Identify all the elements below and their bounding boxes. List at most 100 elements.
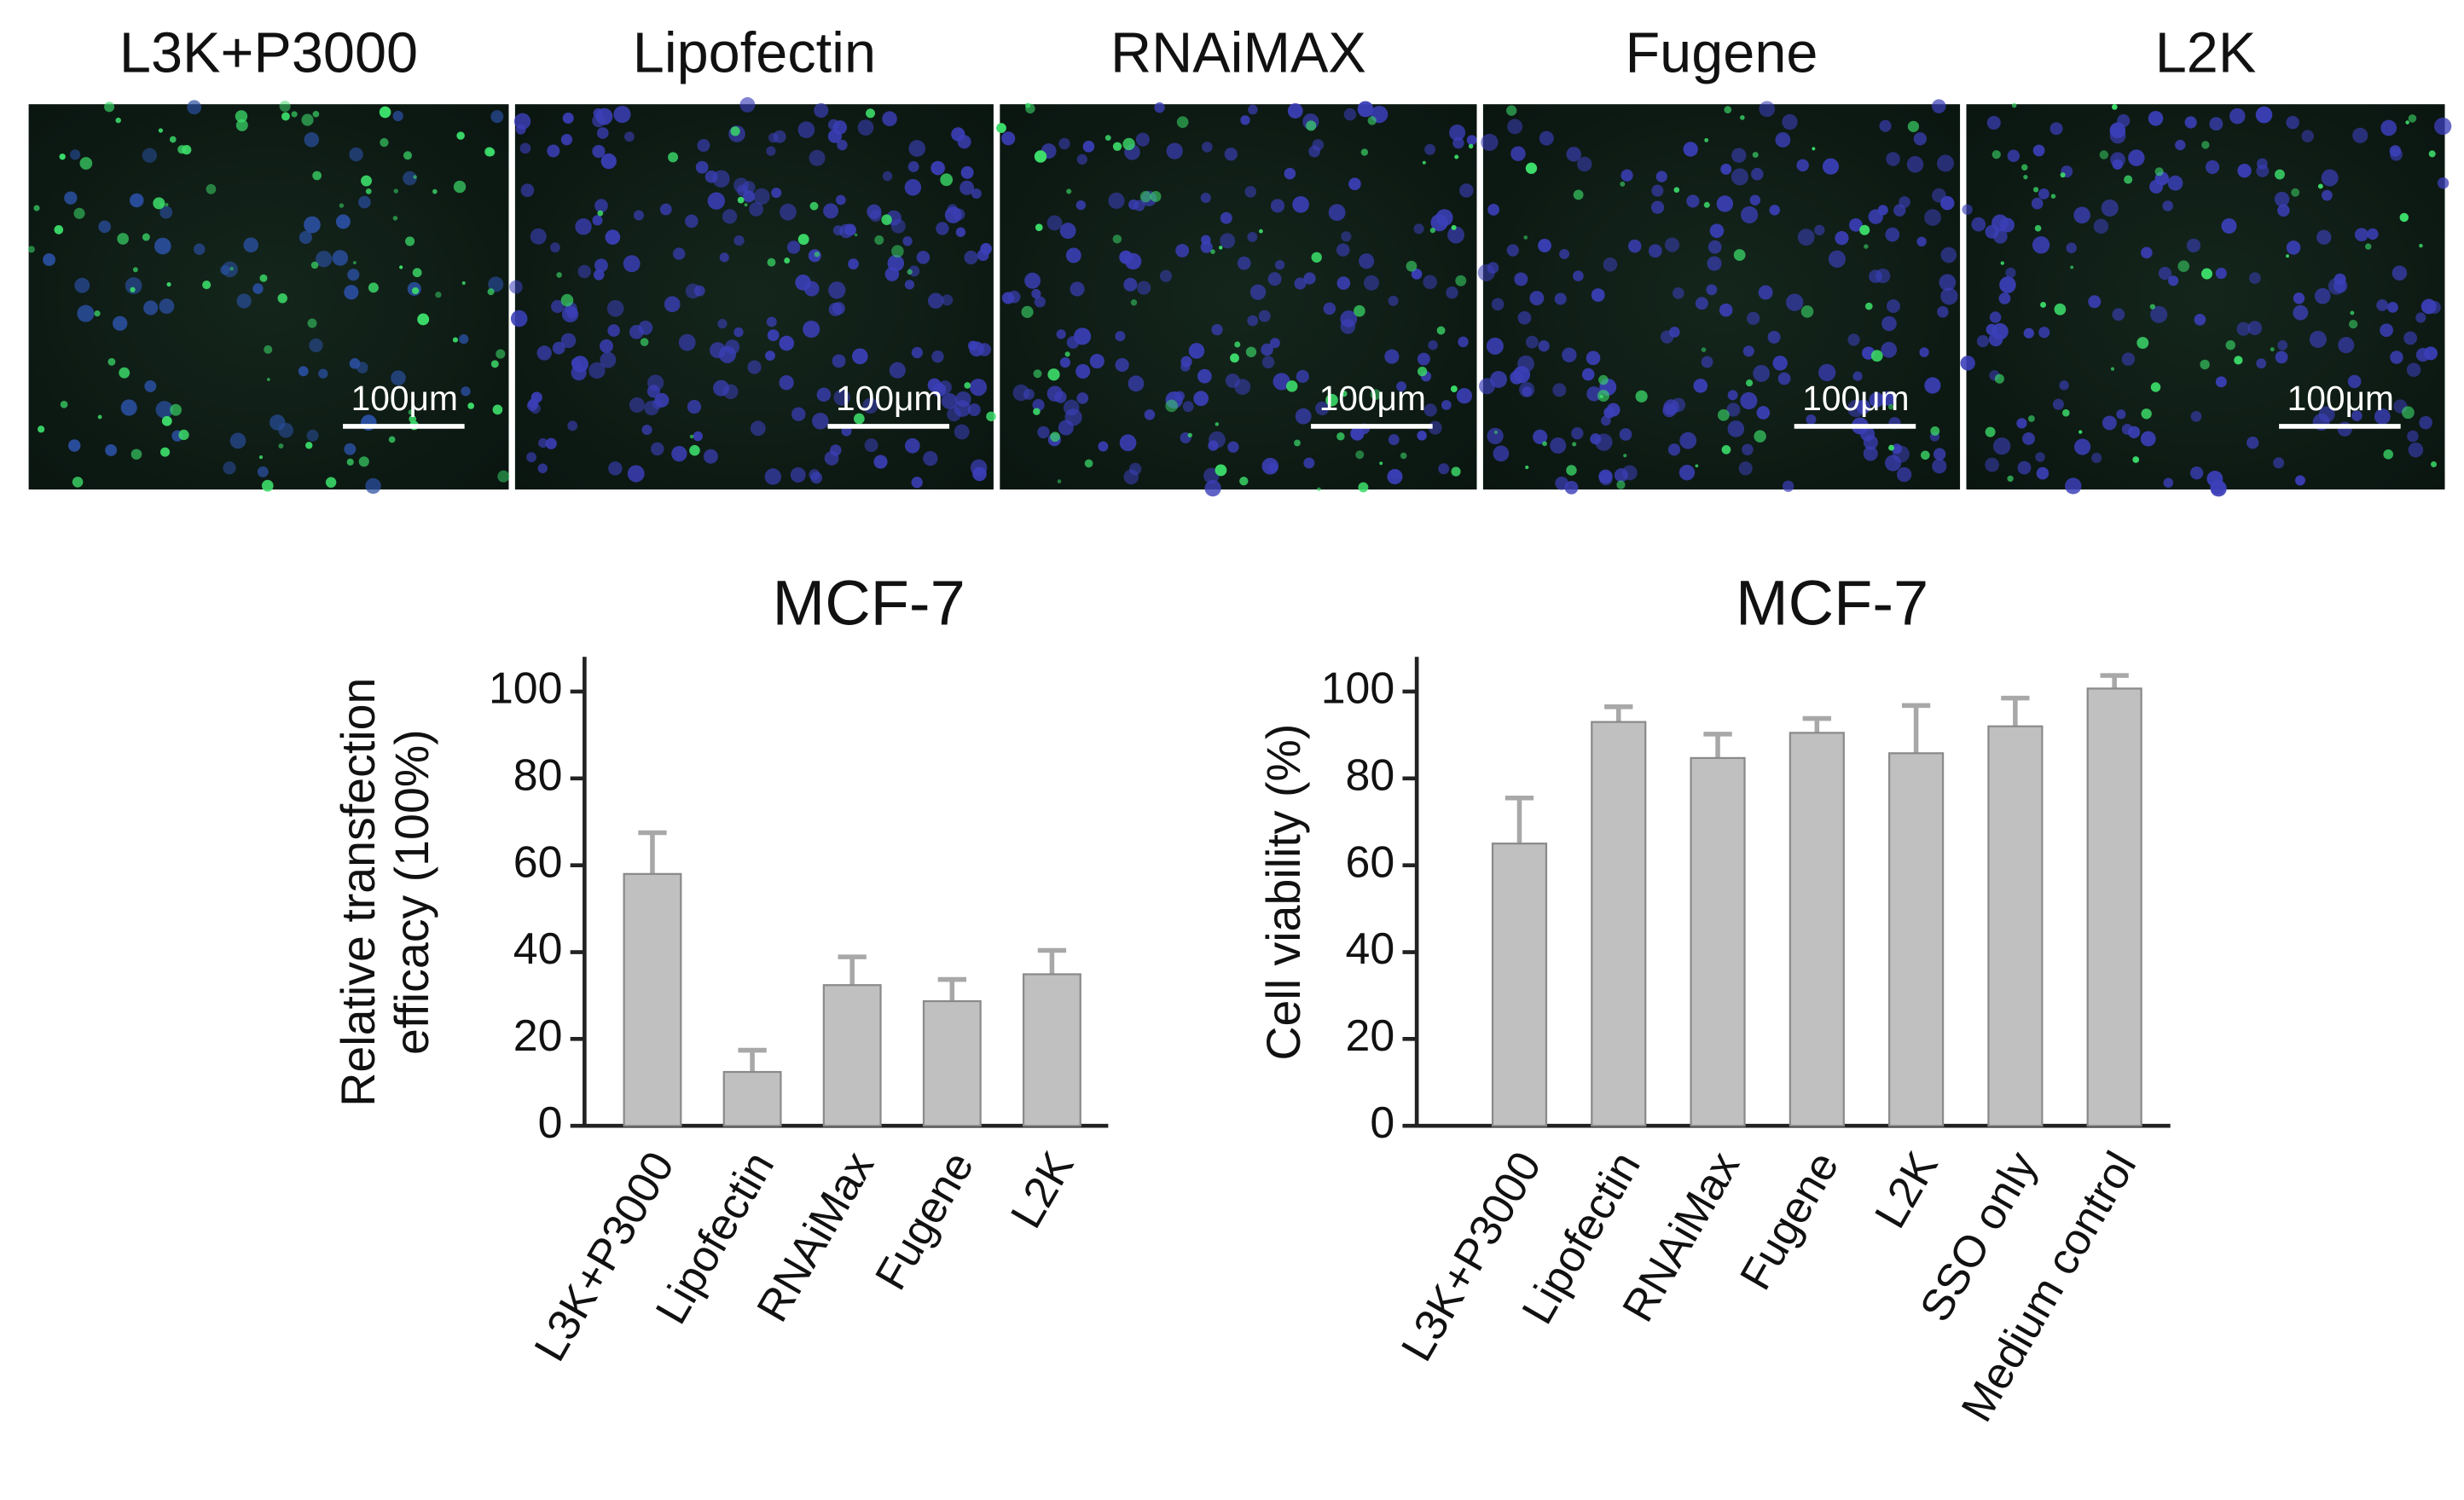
fluorescent-spot (467, 403, 474, 409)
nucleus (1390, 469, 1400, 479)
nucleus (594, 199, 608, 213)
nucleus (2023, 327, 2034, 339)
fluorescent-spot (2150, 382, 2161, 392)
nucleus (1989, 311, 2002, 323)
nucleus (2229, 107, 2246, 125)
fluorescent-spot (94, 310, 101, 317)
fluorescent-spot (1035, 223, 1043, 232)
nucleus (1510, 146, 1526, 161)
nucleus (2016, 418, 2027, 429)
fluorescent-spot (689, 444, 700, 456)
nucleus (600, 351, 617, 368)
nucleus (2389, 145, 2402, 157)
nucleus (513, 113, 531, 130)
fluorescent-spot (178, 429, 189, 441)
nucleus (2322, 189, 2333, 201)
nucleus (1227, 441, 1239, 453)
nucleus (142, 148, 158, 163)
y-tick-label: 60 (1346, 837, 1395, 886)
fluorescent-spot (1635, 390, 1648, 403)
nucleus (1295, 408, 1312, 425)
nucleus (767, 329, 780, 342)
nucleus (1727, 390, 1738, 401)
nucleus (1273, 373, 1290, 391)
nucleus (1076, 153, 1087, 165)
nucleus (2434, 117, 2452, 136)
fluorescent-spot (312, 110, 320, 118)
nucleus (2316, 229, 2332, 245)
nucleus (944, 206, 962, 223)
fluorescent-spot (907, 269, 913, 275)
nucleus (2256, 165, 2270, 177)
fluorescent-spot (325, 477, 337, 488)
nucleus (2286, 115, 2299, 130)
nucleus (1204, 479, 1221, 497)
nucleus (358, 195, 371, 209)
fluorescent-spot (2234, 356, 2243, 365)
nucleus (1435, 209, 1453, 227)
nucleus (954, 424, 970, 440)
nucleus (827, 119, 839, 130)
fluorescent-spot (97, 414, 102, 420)
y-tick-label: 0 (1370, 1097, 1394, 1147)
nucleus (2419, 415, 2432, 430)
nucleus (1247, 232, 1258, 242)
nucleus (1566, 147, 1581, 162)
nucleus (1066, 336, 1080, 349)
nucleus (1001, 292, 1015, 304)
fluorescent-spot (352, 261, 357, 265)
fluorescent-spot (881, 214, 892, 225)
nucleus (592, 144, 606, 159)
nucleus (931, 350, 944, 363)
fluorescent-spot (291, 111, 298, 118)
fluorescent-spot (744, 203, 748, 207)
fluorescent-spot (1325, 393, 1338, 407)
nucleus (1881, 316, 1897, 332)
nucleus (1357, 101, 1374, 118)
fluorescent-spot (54, 225, 64, 235)
fluorescent-spot (1150, 190, 1162, 202)
nucleus (1550, 437, 1567, 454)
nucleus (1877, 205, 1888, 216)
nucleus (220, 264, 230, 275)
fluorescent-spot (1436, 326, 1446, 335)
fluorescent-spot (2000, 261, 2004, 265)
nucleus (1706, 284, 1718, 296)
nucleus (144, 380, 157, 392)
nucleus (1413, 223, 1424, 235)
nucleus (1128, 199, 1139, 211)
nucleus (803, 320, 820, 339)
nucleus (1986, 115, 2001, 130)
nucleus (1835, 231, 1849, 246)
nucleus (577, 264, 591, 279)
fluorescent-spot (1623, 454, 1627, 458)
fluorescent-spot (72, 476, 84, 488)
nucleus (1847, 333, 1860, 346)
fluorescent-spot (1215, 464, 1227, 477)
fluorescent-spot (814, 251, 820, 258)
nucleus (304, 216, 321, 234)
y-tick-label: 100 (1321, 663, 1394, 713)
nucleus (824, 450, 839, 466)
nucleus (2221, 217, 2237, 234)
nucleus (1731, 148, 1747, 163)
nucleus (1417, 352, 1430, 366)
nucleus (1863, 446, 1878, 461)
nucleus (2007, 149, 2020, 162)
nucleus (2338, 337, 2355, 354)
nucleus (678, 333, 696, 351)
nucleus (187, 100, 202, 115)
nucleus (365, 478, 381, 495)
fluorescent-spot (368, 282, 379, 293)
nucleus (816, 387, 832, 403)
fluorescent-spot (2110, 367, 2115, 371)
fluorescent-spot (492, 404, 503, 415)
nucleus (1876, 268, 1891, 284)
fluorescent-spot (560, 293, 574, 307)
fluorescent-spot (142, 233, 150, 241)
fluorescent-spot (1525, 162, 1538, 174)
nucleus (1507, 119, 1523, 135)
nucleus (1490, 370, 1507, 388)
nucleus (2380, 119, 2397, 136)
fluorescent-spot (1907, 120, 1920, 132)
